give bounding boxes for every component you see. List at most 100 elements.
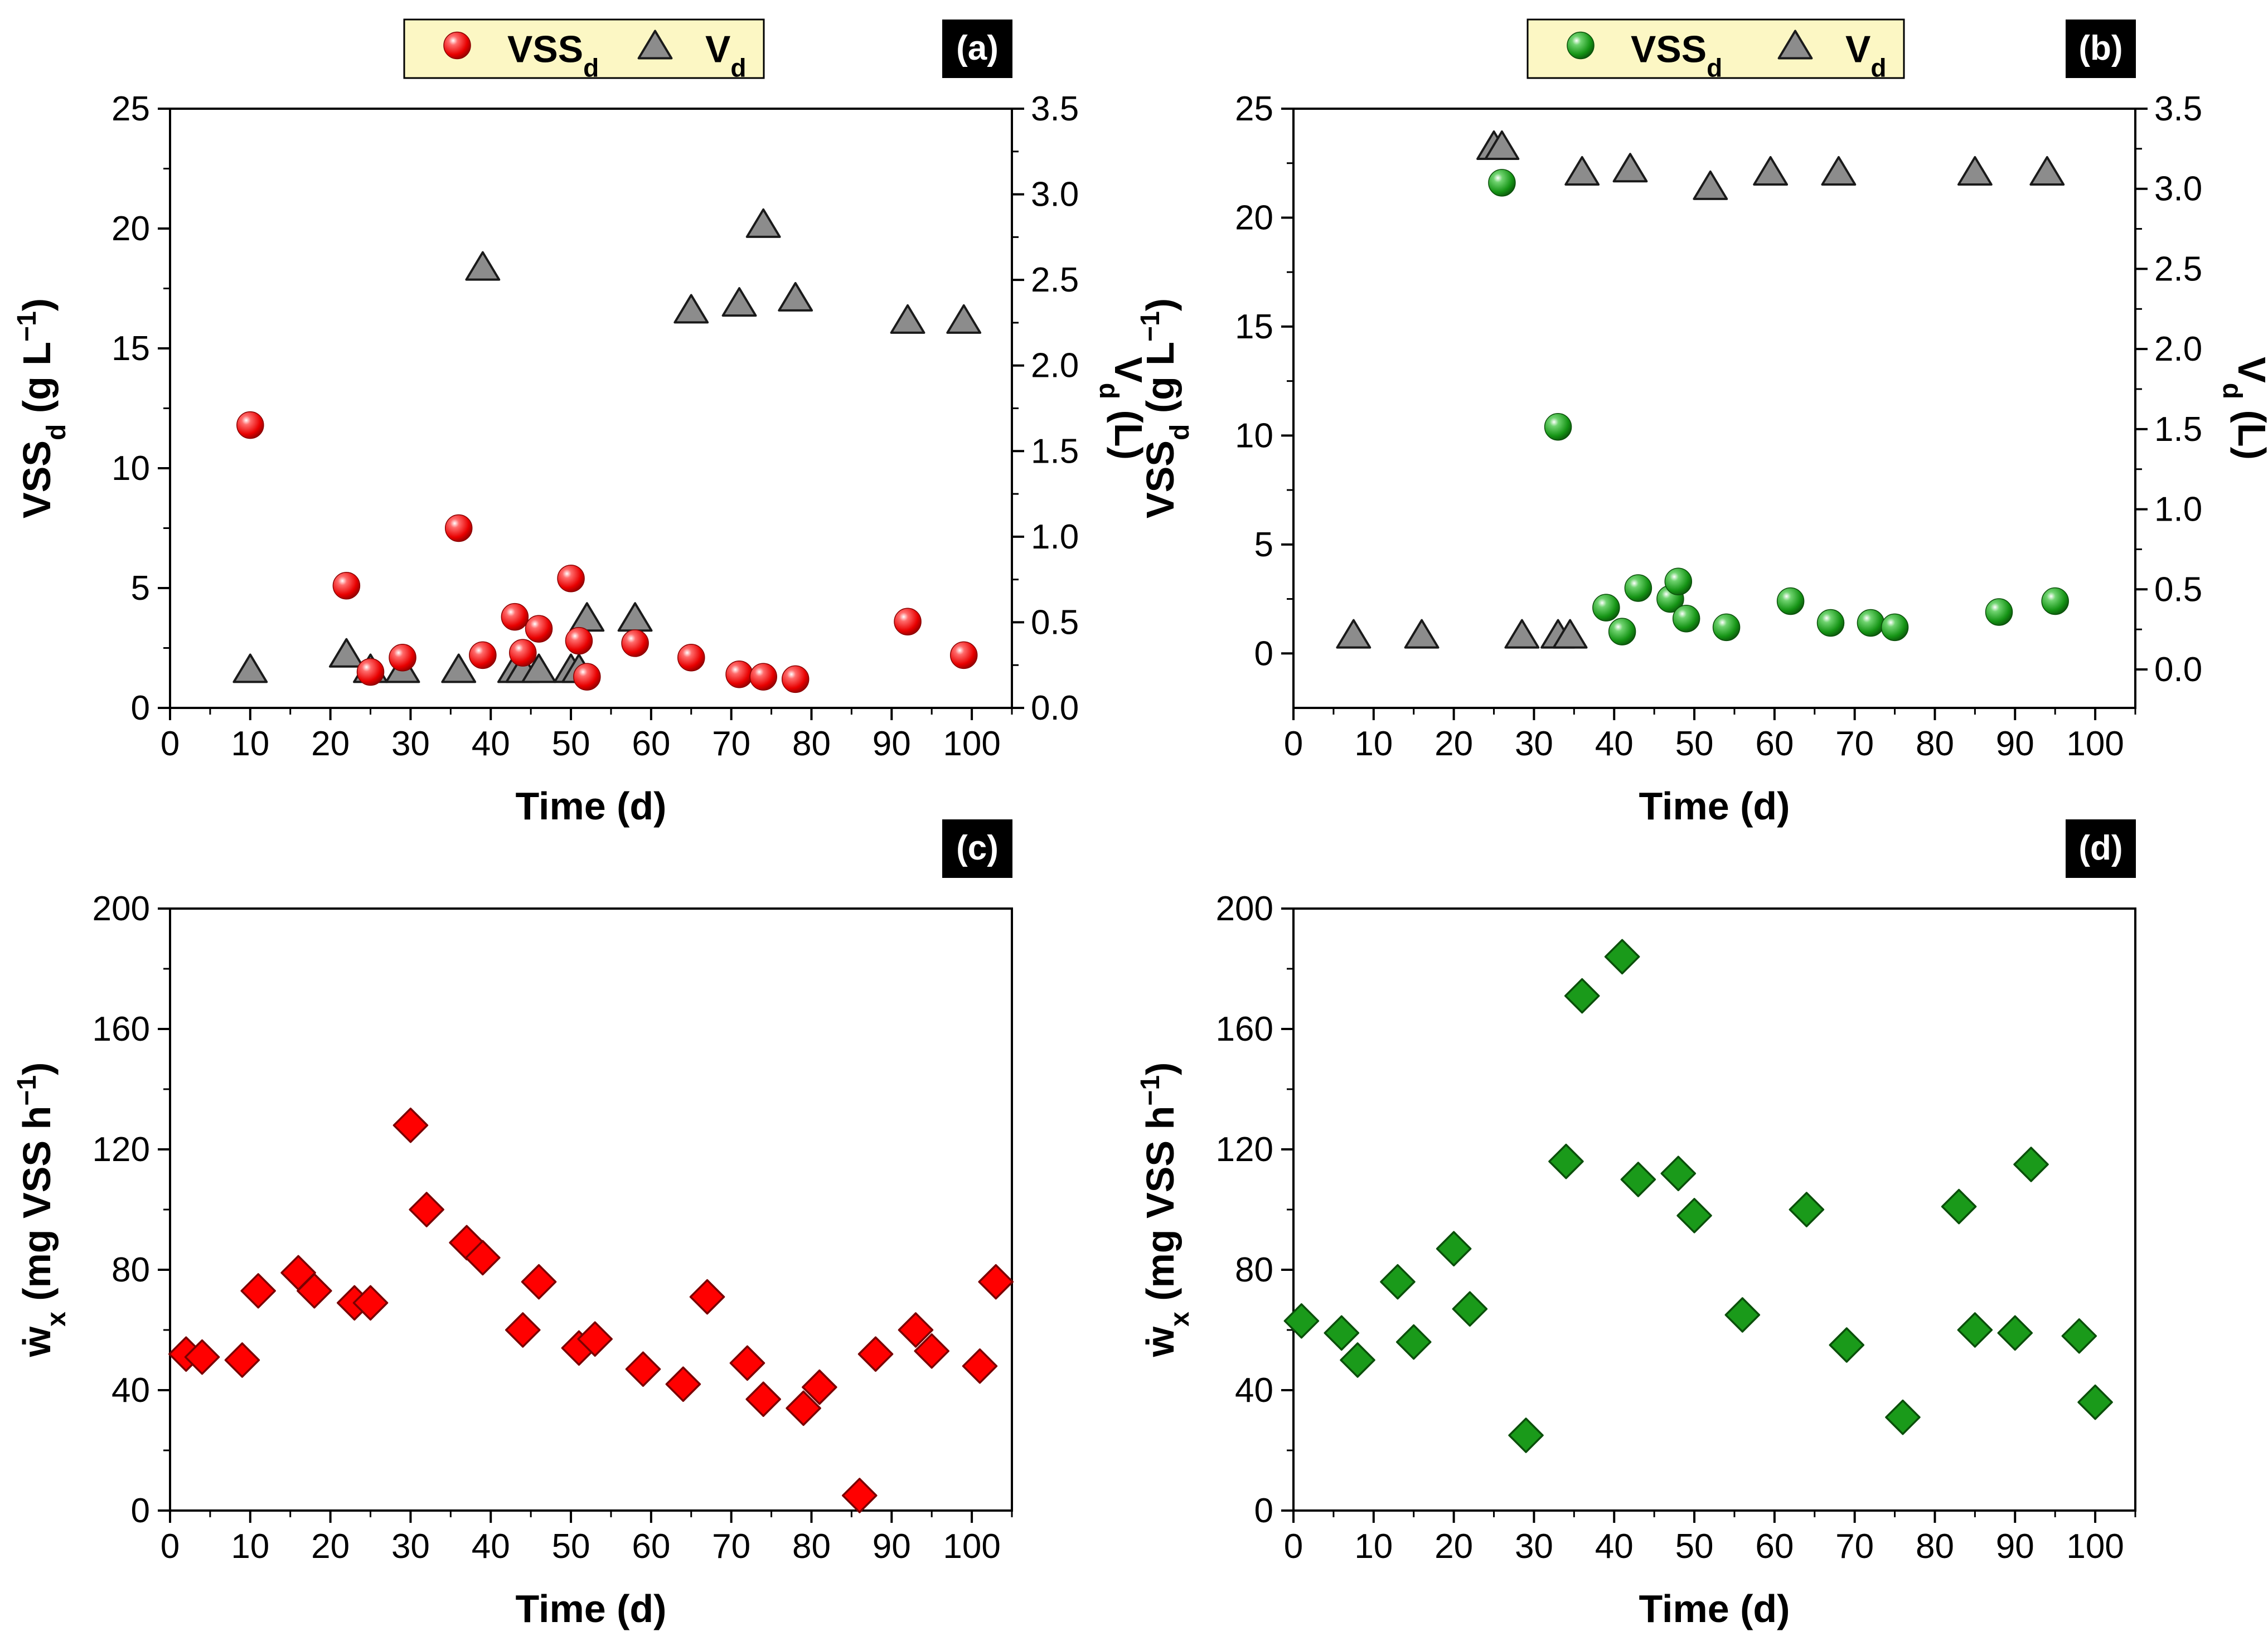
- series-Vd: [1336, 130, 2065, 649]
- x-tick-label: 50: [552, 1527, 590, 1566]
- y-axis-title: ẇx (mg VSS h−1): [12, 1062, 71, 1358]
- y-tick-label: 0: [1254, 634, 1273, 673]
- data-point: [621, 629, 649, 657]
- panel-d: 0 10 20 30 40 50 60 70 80 90 100 0 40 80 120 160 200 Time…: [1136, 819, 2136, 1630]
- x-tick-label: 70: [1835, 1527, 1874, 1566]
- panel-label: (b): [2078, 29, 2122, 67]
- data-point: [894, 608, 922, 635]
- x-tick-label: 90: [873, 725, 911, 763]
- y2-axis-title: Vd (L): [1094, 357, 1151, 460]
- data-point: [569, 602, 605, 632]
- y-tick-label: 80: [1235, 1251, 1273, 1289]
- plot-frame-b: [1292, 108, 2136, 709]
- data-point: [1712, 613, 1741, 642]
- x-tick-label: 10: [1354, 725, 1393, 763]
- data-point: [1724, 1297, 1761, 1333]
- y2-tick-label: 1.5: [1031, 432, 1079, 470]
- data-point: [1885, 1399, 1921, 1435]
- x-tick-label: 80: [1916, 1527, 1954, 1566]
- legend: VSSd Vd: [403, 18, 765, 82]
- data-point: [232, 653, 268, 683]
- x-tick-label: 50: [552, 725, 590, 763]
- plot-frame-c: [169, 907, 1013, 1512]
- data-point: [1985, 598, 2013, 626]
- data-point: [224, 1342, 260, 1378]
- y2-tick-label: 3.0: [1031, 176, 1079, 214]
- data-point: [1340, 1342, 1375, 1378]
- data-point: [1380, 1264, 1416, 1300]
- data-point: [469, 641, 497, 669]
- y-tick-label: 0: [131, 1492, 150, 1530]
- data-point: [297, 1273, 332, 1309]
- data-point: [1548, 1143, 1584, 1179]
- y-tick-label: 40: [112, 1371, 150, 1410]
- data-point: [392, 1108, 429, 1143]
- data-point: [1957, 1312, 1993, 1348]
- x-tick-label: 100: [943, 725, 1000, 763]
- x-tick-label: 30: [1515, 725, 1553, 763]
- y-tick-label: 200: [93, 890, 150, 928]
- y2-tick-label: 1.0: [1031, 518, 1079, 556]
- x-tick-label: 100: [943, 1527, 1000, 1566]
- series-VSSd: [1488, 169, 2069, 645]
- x-axis-title: Time (d): [516, 784, 667, 828]
- data-point: [356, 658, 385, 686]
- legend-label-vss: VSSd: [1631, 28, 1722, 82]
- data-point: [786, 1390, 821, 1426]
- data-point: [978, 1264, 1014, 1300]
- data-point: [1957, 156, 1993, 186]
- data-point: [328, 638, 364, 668]
- legend-marker-vd: [1777, 30, 1813, 60]
- x-tick-label: 50: [1675, 725, 1714, 763]
- data-point: [236, 411, 264, 439]
- data-point: [689, 1279, 725, 1315]
- y-tick-label: 20: [112, 210, 150, 248]
- x-tick-label: 0: [161, 725, 180, 763]
- x-tick-label: 20: [311, 725, 350, 763]
- x-tick-label: 30: [1515, 1527, 1553, 1566]
- panel-b: 0 10 20 30 40 50 60 70 80 90 100 0 5 10 15 20 25 0.0 0.5 1.…: [1136, 18, 2268, 828]
- y2-tick-label: 2.5: [2154, 250, 2202, 288]
- panel-c: 0 10 20 30 40 50 60 70 80 90 100 0 40 80 120 160 200 Time…: [12, 819, 1014, 1630]
- panel-label: (d): [2078, 829, 2122, 867]
- y2-tick-label: 2.0: [1031, 347, 1079, 385]
- data-point: [949, 641, 978, 669]
- data-point: [409, 1192, 444, 1227]
- y2-tick-label: 1.0: [2154, 491, 2202, 529]
- data-point: [465, 251, 501, 281]
- panel-label-box: [942, 20, 1012, 78]
- data-point: [557, 565, 585, 593]
- data-point: [1544, 412, 1572, 441]
- data-point: [1612, 153, 1648, 183]
- y-axis-title: VSSd (g L−1): [1136, 298, 1195, 518]
- data-point: [1608, 618, 1636, 645]
- x-tick-label: 60: [632, 725, 670, 763]
- data-point: [240, 1273, 276, 1309]
- panel-label: (c): [956, 829, 999, 867]
- data-point: [962, 1348, 998, 1384]
- x-tick-label: 100: [2066, 725, 2124, 763]
- y-axis-title: VSSd (g L−1): [12, 298, 71, 518]
- data-point: [1829, 1327, 1865, 1363]
- data-point: [389, 643, 416, 672]
- legend-label-vss: VSSd: [507, 28, 599, 82]
- y-tick-label: 120: [93, 1130, 150, 1169]
- data-point: [745, 1381, 781, 1417]
- x-tick-label: 90: [1996, 1527, 2034, 1566]
- x-tick-label: 20: [1435, 725, 1473, 763]
- data-point: [914, 1333, 949, 1369]
- data-point: [677, 643, 705, 672]
- y2-tick-label: 2.0: [2154, 330, 2202, 368]
- y-tick-label: 160: [1216, 1010, 1273, 1048]
- y2-tick-label: 2.5: [1031, 261, 1079, 299]
- data-point: [1753, 156, 1789, 186]
- data-point: [521, 653, 556, 683]
- x-tick-label: 10: [231, 725, 269, 763]
- y-tick-label: 0: [131, 689, 150, 727]
- x-axis-title: Time (d): [1639, 784, 1790, 828]
- data-point: [1941, 1188, 1977, 1225]
- data-point: [509, 639, 537, 667]
- x-tick-label: 60: [632, 1527, 670, 1566]
- data-point: [1404, 619, 1440, 649]
- data-point: [2013, 1147, 2049, 1182]
